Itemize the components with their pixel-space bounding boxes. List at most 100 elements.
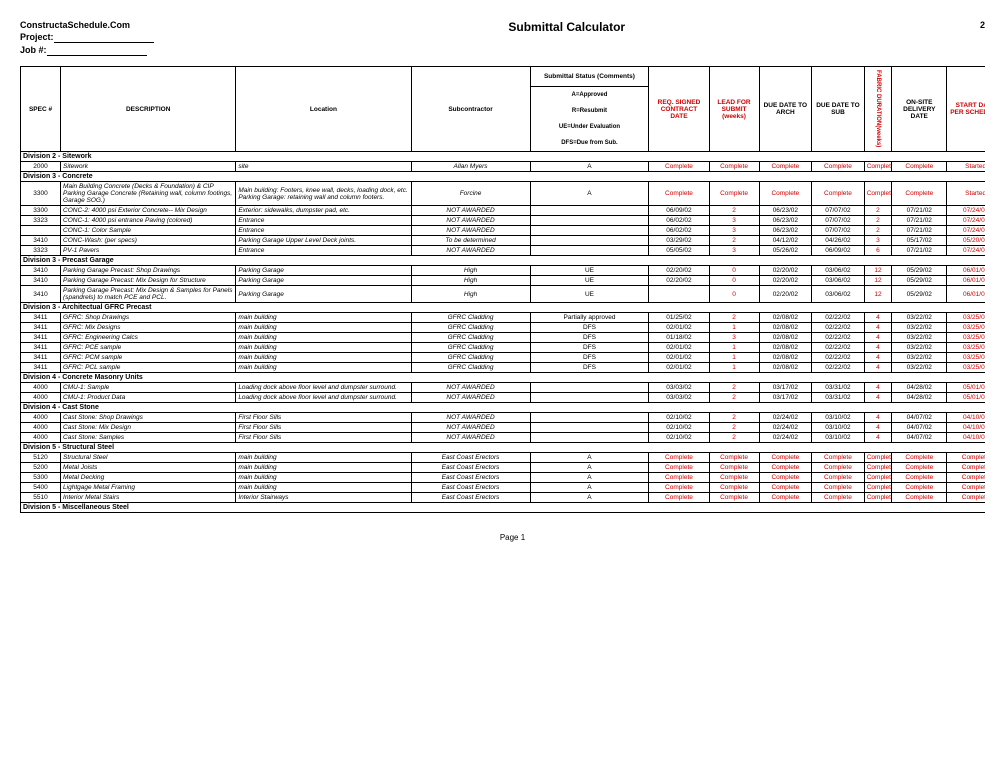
cell: 04/26/02 xyxy=(812,236,865,246)
cell: Complete xyxy=(864,463,892,473)
cell: 06/01/02 xyxy=(947,286,985,303)
cell: Started xyxy=(947,182,985,206)
cell xyxy=(530,383,649,393)
cell: Structural Steel xyxy=(61,453,236,463)
cell: Complete xyxy=(947,493,985,503)
cell: 02/10/02 xyxy=(649,423,709,433)
cell: 1 xyxy=(709,323,759,333)
cell: Parking Garage xyxy=(236,276,411,286)
cell: 03/25/02 xyxy=(947,363,985,373)
col-start: START DATE PER SCHEDULE xyxy=(947,67,985,152)
cell: 02/08/02 xyxy=(759,363,812,373)
cell: DFS xyxy=(530,363,649,373)
cell: 0 xyxy=(709,266,759,276)
cell: High xyxy=(411,286,530,303)
cell: 06/09/02 xyxy=(649,206,709,216)
cell xyxy=(530,413,649,423)
cell: East Coast Erectors xyxy=(411,493,530,503)
cell xyxy=(649,286,709,303)
table-row: 5300Metal Deckingmain buildingEast Coast… xyxy=(21,473,985,483)
cell: First Floor Sills xyxy=(236,433,411,443)
cell: Complete xyxy=(864,162,892,172)
cell: main building xyxy=(236,473,411,483)
cell: Complete xyxy=(649,182,709,206)
cell: 3411 xyxy=(21,353,61,363)
cell: 3411 xyxy=(21,343,61,353)
cell: Partially approved xyxy=(530,313,649,323)
cell: CMU-1: Product Data xyxy=(61,393,236,403)
cell: Complete xyxy=(649,493,709,503)
cell: Complete xyxy=(812,162,865,172)
cell: Complete xyxy=(812,182,865,206)
cell: 03/29/02 xyxy=(649,236,709,246)
cell: 03/10/02 xyxy=(812,413,865,423)
cell: GFRC Cladding xyxy=(411,353,530,363)
cell: Complete xyxy=(649,162,709,172)
cell xyxy=(530,236,649,246)
cell: 02/10/02 xyxy=(649,413,709,423)
cell: 06/01/02 xyxy=(947,276,985,286)
cell: Parking Garage Precast: Shop Drawings xyxy=(61,266,236,276)
table-row: 3410Parking Garage Precast: Shop Drawing… xyxy=(21,266,985,276)
cell: Interior Metal Stairs xyxy=(61,493,236,503)
cell: GFRC: PCE sample xyxy=(61,343,236,353)
cell: 06/09/02 xyxy=(812,246,865,256)
cell: 02/22/02 xyxy=(812,313,865,323)
cell: Complete xyxy=(947,453,985,463)
cell: 06/23/02 xyxy=(759,226,812,236)
cell: Complete xyxy=(759,473,812,483)
cell: 04/07/02 xyxy=(892,433,947,443)
cell: main building xyxy=(236,463,411,473)
cell: A xyxy=(530,473,649,483)
cell: Complete xyxy=(892,463,947,473)
cell: 3 xyxy=(709,246,759,256)
table-row: 3411GFRC: Mix Designsmain buildingGFRC C… xyxy=(21,323,985,333)
cell: Parking Garage xyxy=(236,266,411,276)
table-row: 3411GFRC: PCM samplemain buildingGFRC Cl… xyxy=(21,353,985,363)
cell: 06/02/02 xyxy=(649,226,709,236)
cell: 03/25/02 xyxy=(947,313,985,323)
cell: Complete xyxy=(892,182,947,206)
cell: Parking Garage Upper Level Deck joints. xyxy=(236,236,411,246)
cell: 03/25/02 xyxy=(947,323,985,333)
table-row: 3410Parking Garage Precast: Mix Design f… xyxy=(21,276,985,286)
col-loc: Location xyxy=(236,67,411,152)
cell: 2 xyxy=(709,236,759,246)
cell: 2 xyxy=(864,206,892,216)
cell: 4 xyxy=(864,423,892,433)
cell: 04/10/02 xyxy=(947,433,985,443)
cell: GFRC Cladding xyxy=(411,363,530,373)
col-status: Submittal Status (Comments) xyxy=(530,67,649,87)
cell: GFRC Cladding xyxy=(411,323,530,333)
cell: East Coast Erectors xyxy=(411,473,530,483)
cell: main building xyxy=(236,313,411,323)
table-row: 4000Cast Stone: Shop DrawingsFirst Floor… xyxy=(21,413,985,423)
col-subdue: DUE DATE TO SUB xyxy=(812,67,865,152)
cell: A xyxy=(530,463,649,473)
cell: 04/10/02 xyxy=(947,413,985,423)
cell: 2000 xyxy=(21,162,61,172)
table-row: 4000Cast Stone: SamplesFirst Floor Sills… xyxy=(21,433,985,443)
cell: Complete xyxy=(812,453,865,463)
cell: 0 xyxy=(709,276,759,286)
cell: Complete xyxy=(892,453,947,463)
cell: 4000 xyxy=(21,433,61,443)
cell: UE xyxy=(530,276,649,286)
cell: 06/01/02 xyxy=(947,266,985,276)
cell: CONC-Wash: (per specs) xyxy=(61,236,236,246)
cell: 4 xyxy=(864,363,892,373)
cell: 05/29/02 xyxy=(892,286,947,303)
section-header: Division 4 - Concrete Masonry Units xyxy=(21,373,985,383)
cell: 3410 xyxy=(21,286,61,303)
cell: Complete xyxy=(947,473,985,483)
cell: 3410 xyxy=(21,266,61,276)
cell: Complete xyxy=(812,473,865,483)
cell: 2 xyxy=(864,226,892,236)
cell: 2 xyxy=(709,206,759,216)
cell: NOT AWARDED xyxy=(411,383,530,393)
cell: 02/01/02 xyxy=(649,323,709,333)
cell xyxy=(530,423,649,433)
cell: Complete xyxy=(892,162,947,172)
section-header: Division 4 - Cast Stone xyxy=(21,403,985,413)
cell xyxy=(530,246,649,256)
